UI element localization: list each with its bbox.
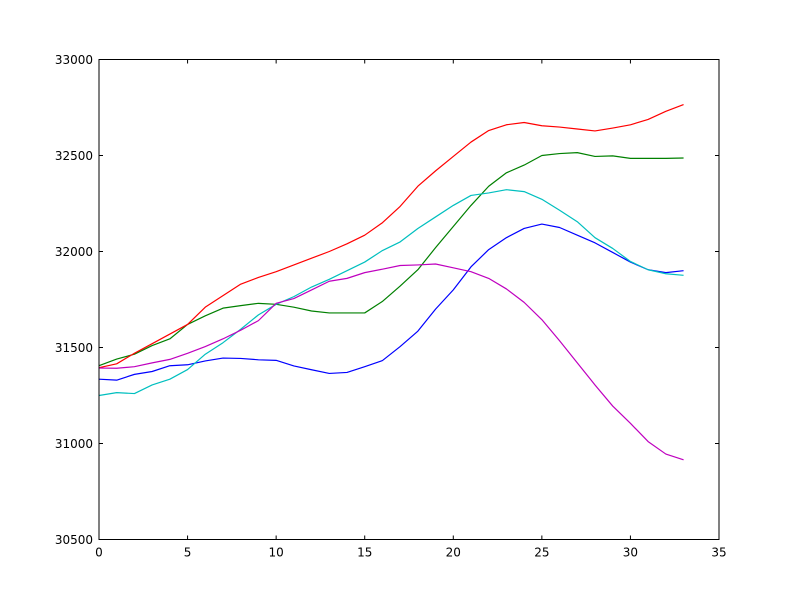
plot-layer (98, 104, 684, 461)
x-tick-label: 15 (357, 546, 372, 560)
x-tick-label: 20 (446, 546, 461, 560)
y-tick-label: 30500 (55, 533, 93, 547)
x-tick-label: 5 (184, 546, 192, 560)
series-line-5 (98, 263, 684, 461)
y-tick-label: 32000 (55, 245, 93, 259)
x-tick-label: 25 (534, 546, 549, 560)
axes-frame (98, 59, 720, 540)
x-tick-label: 0 (95, 546, 103, 560)
x-axis: 0 5 10 15 20 25 30 35 (95, 59, 727, 560)
y-tick-label: 33000 (55, 53, 93, 67)
x-tick-label: 10 (269, 546, 284, 560)
y-tick-label: 31000 (55, 437, 93, 451)
series-line-4 (98, 189, 684, 397)
series-line-2 (98, 152, 684, 367)
series-line-1 (98, 223, 684, 381)
series-line-3 (98, 104, 684, 369)
x-tick-label: 30 (623, 546, 638, 560)
y-tick-label: 32500 (55, 149, 93, 163)
x-tick-label: 35 (711, 546, 726, 560)
y-tick-label: 31500 (55, 341, 93, 355)
y-axis: 30500 31000 31500 32000 32500 33000 (55, 53, 719, 547)
